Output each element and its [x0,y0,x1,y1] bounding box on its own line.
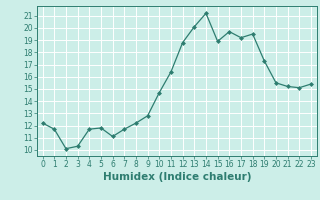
X-axis label: Humidex (Indice chaleur): Humidex (Indice chaleur) [102,172,251,182]
